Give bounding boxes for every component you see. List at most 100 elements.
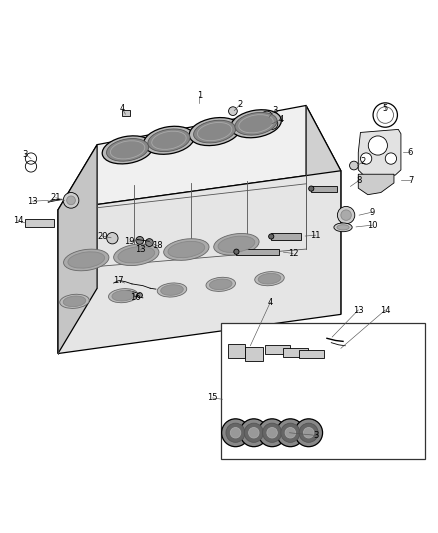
Ellipse shape: [118, 247, 155, 263]
Text: 15: 15: [207, 393, 218, 402]
Circle shape: [268, 234, 274, 239]
Polygon shape: [58, 144, 97, 353]
Ellipse shape: [334, 223, 352, 232]
Circle shape: [67, 196, 75, 205]
Ellipse shape: [113, 244, 159, 265]
Ellipse shape: [144, 126, 194, 154]
Ellipse shape: [106, 139, 148, 161]
Circle shape: [360, 153, 372, 164]
Text: 13: 13: [353, 305, 364, 314]
Ellipse shape: [218, 236, 255, 253]
Circle shape: [267, 427, 277, 438]
Text: 7: 7: [408, 176, 413, 185]
Circle shape: [240, 419, 268, 447]
Circle shape: [309, 186, 314, 191]
Text: 21: 21: [50, 193, 61, 202]
Circle shape: [63, 192, 79, 208]
Ellipse shape: [60, 294, 89, 309]
Text: 14: 14: [380, 305, 391, 314]
Ellipse shape: [148, 129, 190, 151]
Text: 13: 13: [28, 197, 38, 206]
FancyBboxPatch shape: [299, 350, 324, 358]
Circle shape: [230, 427, 241, 438]
Circle shape: [281, 423, 300, 442]
Circle shape: [299, 423, 318, 442]
Text: 1: 1: [197, 91, 202, 100]
Polygon shape: [58, 106, 341, 210]
FancyBboxPatch shape: [237, 249, 279, 255]
FancyBboxPatch shape: [283, 348, 308, 357]
Circle shape: [385, 153, 396, 164]
Circle shape: [337, 206, 355, 224]
Circle shape: [249, 427, 259, 438]
Text: 3: 3: [272, 106, 277, 115]
Text: 3: 3: [23, 150, 28, 159]
Text: 4: 4: [278, 115, 283, 124]
Circle shape: [258, 419, 286, 447]
Ellipse shape: [209, 279, 232, 289]
Ellipse shape: [68, 252, 105, 268]
Ellipse shape: [189, 118, 240, 146]
Bar: [221, 323, 425, 459]
Circle shape: [368, 136, 388, 155]
Circle shape: [226, 423, 245, 442]
Ellipse shape: [64, 249, 109, 271]
Text: 3: 3: [313, 431, 318, 440]
Ellipse shape: [102, 136, 153, 164]
Text: 4: 4: [268, 298, 273, 306]
Text: 18: 18: [152, 241, 162, 250]
Circle shape: [136, 237, 144, 244]
Text: 8: 8: [357, 176, 362, 185]
Polygon shape: [58, 171, 341, 353]
Text: 10: 10: [367, 221, 378, 230]
Circle shape: [107, 232, 118, 244]
Circle shape: [222, 419, 250, 447]
Text: 2: 2: [361, 157, 366, 166]
Circle shape: [276, 419, 304, 447]
FancyBboxPatch shape: [25, 219, 53, 228]
Circle shape: [229, 107, 237, 116]
Text: 5: 5: [383, 104, 388, 114]
Circle shape: [350, 161, 358, 170]
Circle shape: [341, 210, 351, 220]
Text: 2: 2: [237, 100, 243, 109]
Text: 20: 20: [97, 231, 108, 240]
FancyBboxPatch shape: [271, 233, 301, 239]
Text: 11: 11: [311, 231, 321, 240]
Circle shape: [137, 293, 142, 298]
Circle shape: [285, 427, 296, 438]
Ellipse shape: [255, 272, 284, 286]
Ellipse shape: [258, 273, 281, 284]
Ellipse shape: [168, 241, 205, 257]
Text: 4: 4: [120, 104, 125, 114]
FancyBboxPatch shape: [265, 345, 290, 354]
Ellipse shape: [214, 233, 259, 255]
Text: 6: 6: [408, 148, 413, 157]
FancyBboxPatch shape: [311, 185, 337, 192]
Circle shape: [234, 249, 239, 254]
Text: 16: 16: [130, 293, 141, 302]
Ellipse shape: [63, 296, 86, 306]
Ellipse shape: [161, 285, 183, 295]
Ellipse shape: [230, 110, 281, 138]
Text: 14: 14: [13, 216, 23, 225]
Ellipse shape: [164, 239, 209, 260]
FancyBboxPatch shape: [228, 344, 245, 358]
Polygon shape: [358, 130, 401, 177]
Ellipse shape: [194, 120, 236, 143]
Text: 9: 9: [370, 207, 375, 216]
Polygon shape: [306, 106, 341, 314]
Text: 13: 13: [135, 246, 146, 254]
Circle shape: [145, 239, 153, 246]
Ellipse shape: [235, 112, 277, 135]
Circle shape: [304, 427, 314, 438]
Polygon shape: [358, 174, 394, 195]
Ellipse shape: [109, 288, 138, 303]
Ellipse shape: [112, 290, 134, 301]
Ellipse shape: [206, 277, 236, 292]
Ellipse shape: [157, 283, 187, 297]
Circle shape: [295, 419, 322, 447]
Circle shape: [262, 423, 282, 442]
Text: 17: 17: [113, 276, 124, 285]
FancyBboxPatch shape: [121, 110, 130, 116]
